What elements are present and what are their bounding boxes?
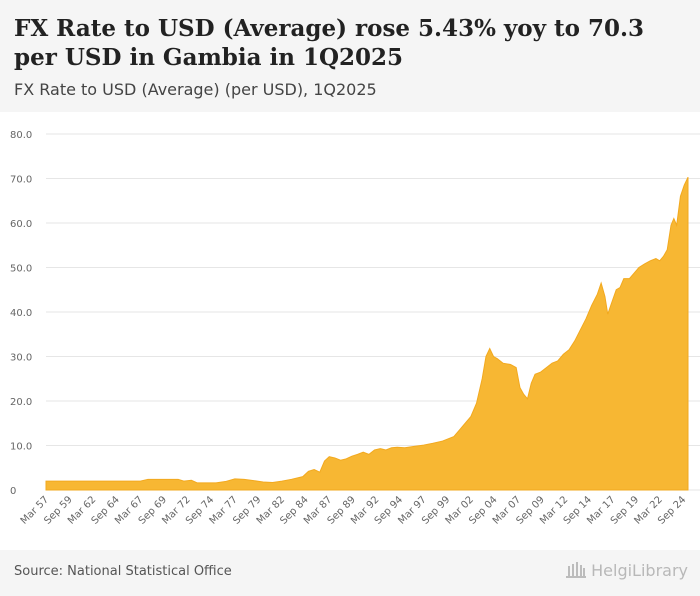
y-axis-ticks: 0 10.0 20.0 30.0 40.0 50.0 60.0 70.0 80.0	[10, 130, 32, 497]
chart-title: FX Rate to USD (Average) rose 5.43% yoy …	[14, 15, 644, 71]
y-tick-label: 70.0	[10, 175, 32, 186]
y-tick-label: 60.0	[10, 219, 32, 230]
library-building-icon	[566, 562, 587, 578]
chart-subtitle: FX Rate to USD (Average) (per USD), 1Q20…	[14, 80, 377, 99]
y-tick-label: 80.0	[10, 130, 32, 141]
y-tick-label: 30.0	[10, 353, 32, 364]
brand-name: HelgiLibrary	[591, 560, 688, 580]
y-tick-label: 40.0	[10, 308, 32, 319]
y-tick-label: 20.0	[10, 397, 32, 408]
fx-rate-area	[45, 176, 689, 491]
source-note: Source: National Statistical Office	[14, 564, 232, 579]
gridlines	[46, 133, 700, 491]
y-tick-label: 10.0	[10, 442, 32, 453]
area-chart: 0 10.0 20.0 30.0 40.0 50.0 60.0 70.0 80.0 Mar 57…	[10, 130, 700, 527]
y-tick-label: 50.0	[10, 264, 32, 275]
y-tick-label: 0	[10, 486, 16, 497]
chart-area: 0 10.0 20.0 30.0 40.0 50.0 60.0 70.0 80.0 Mar 57…	[0, 112, 700, 550]
brand-logo[interactable]: HelgiLibrary	[565, 560, 688, 580]
